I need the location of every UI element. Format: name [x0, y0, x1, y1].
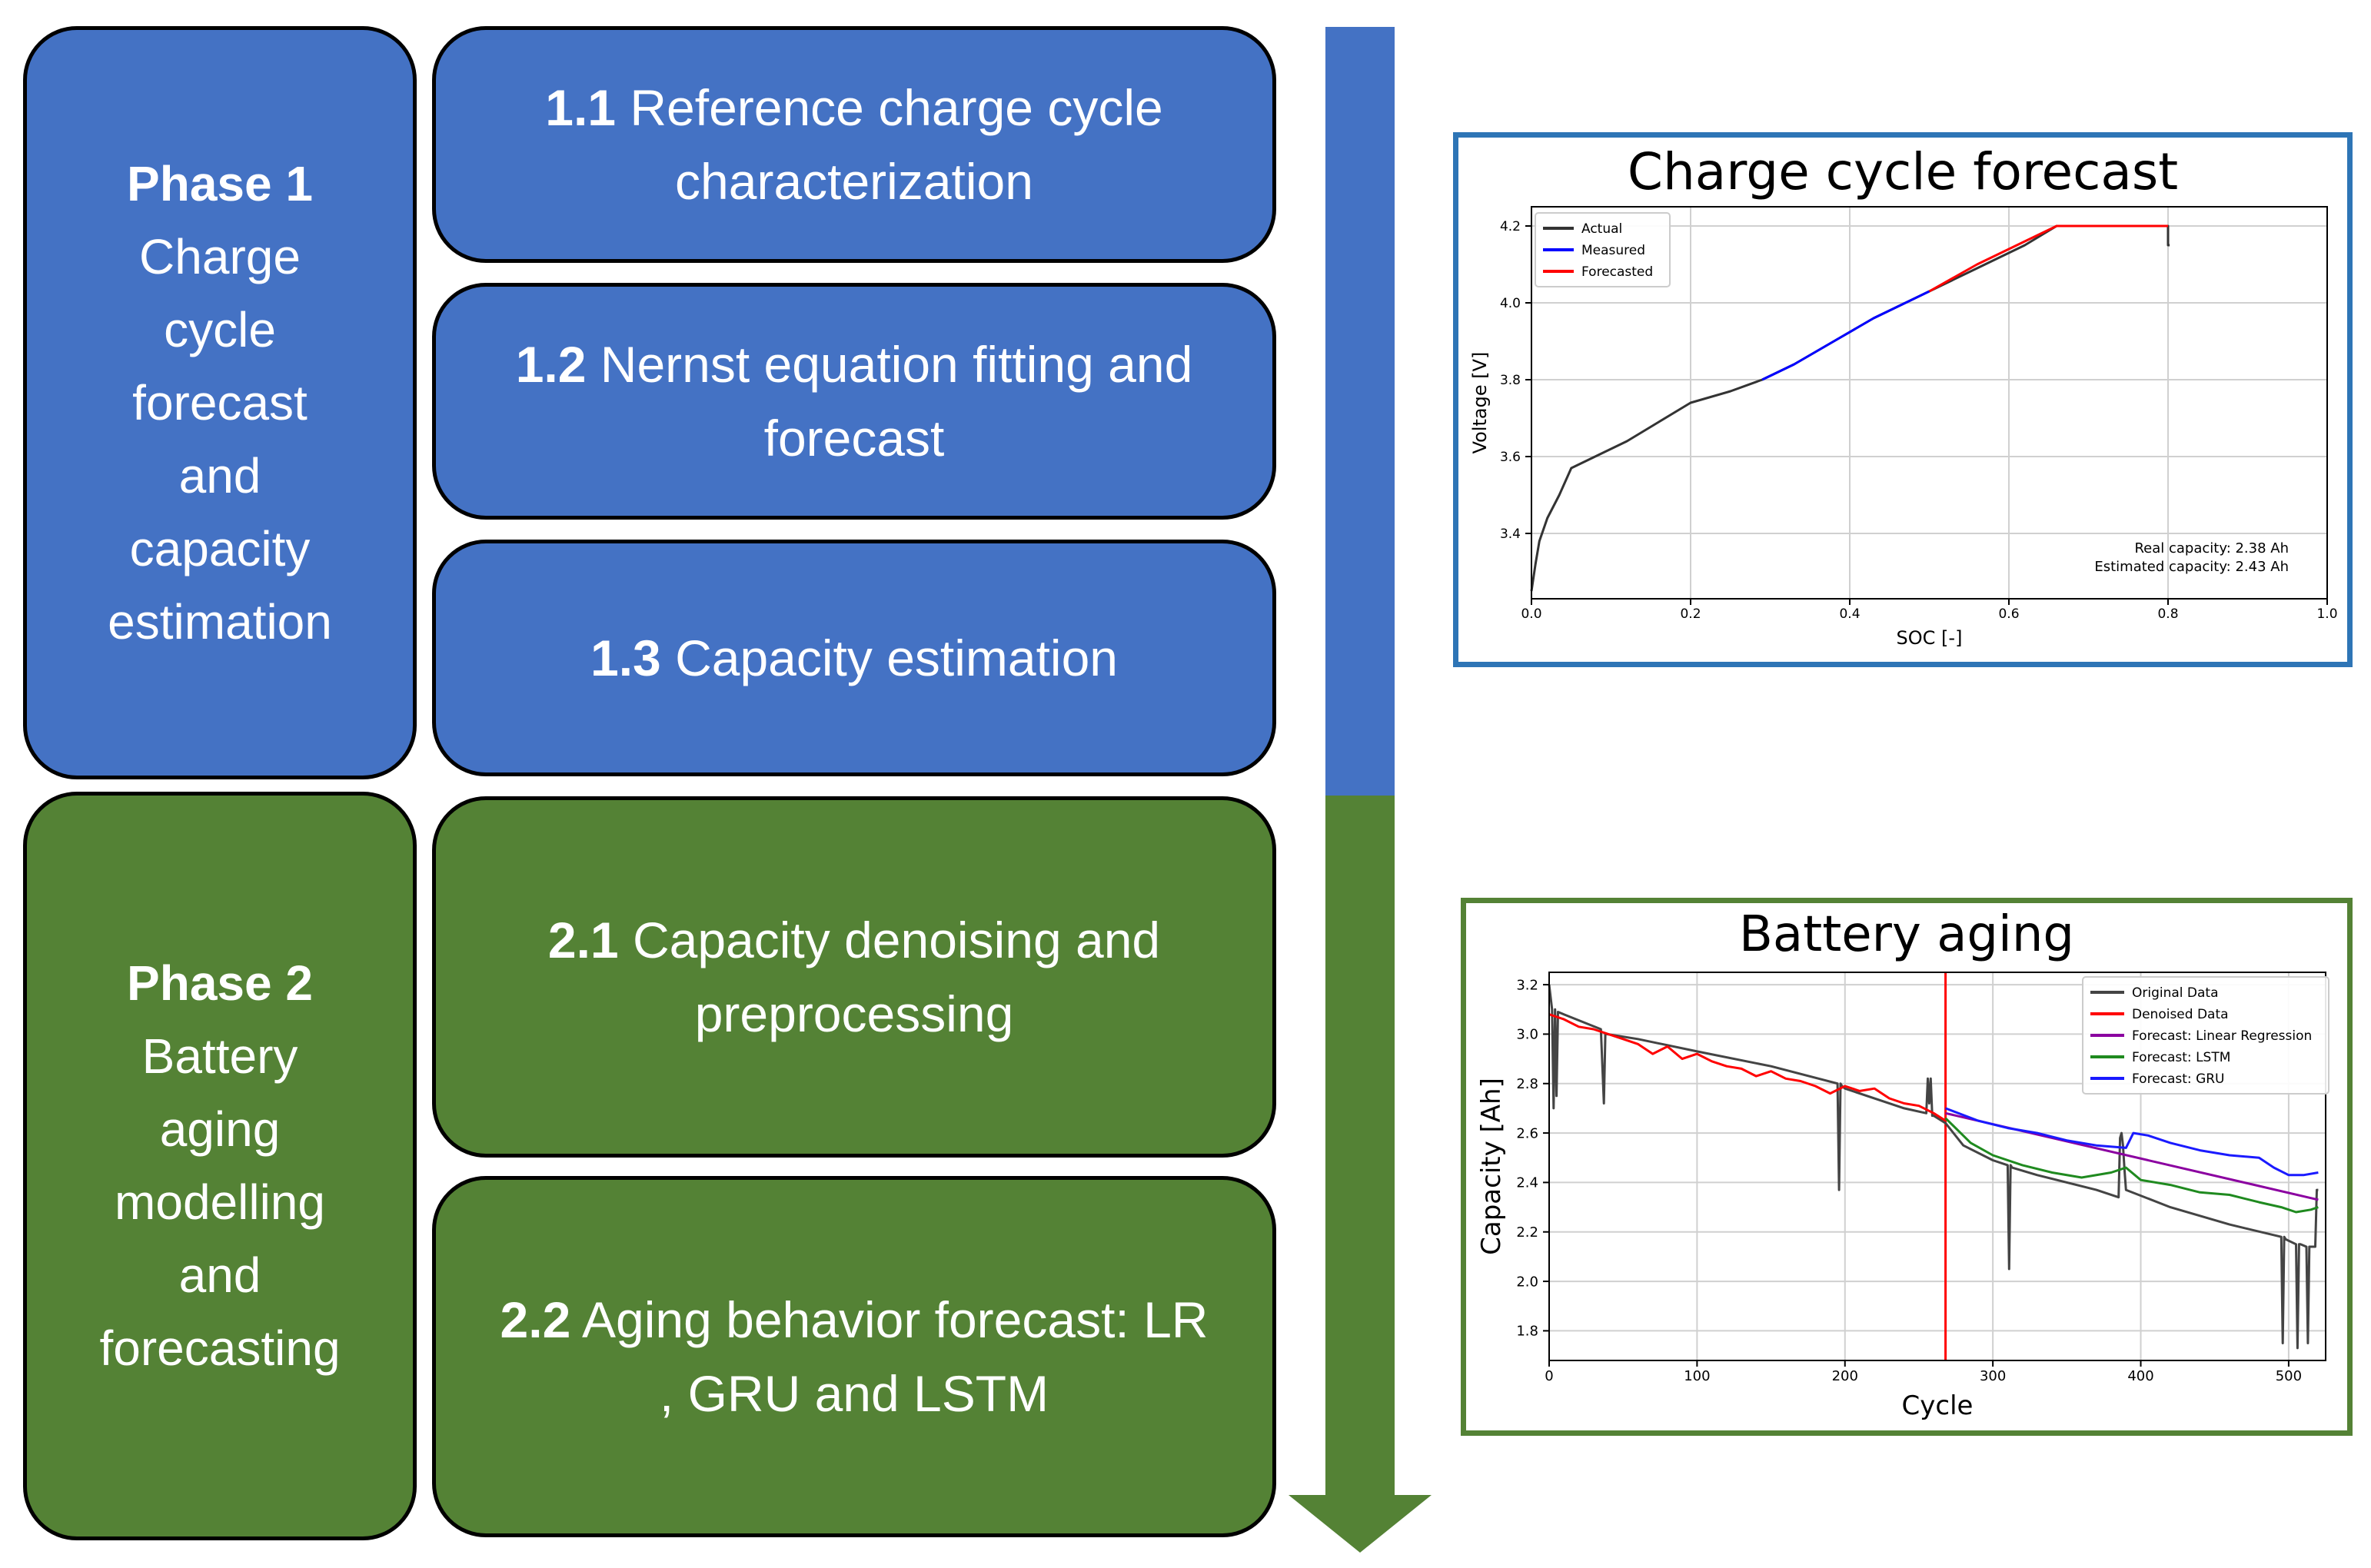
plot-frame [1548, 972, 2326, 1361]
step-text: Capacity denoising and preprocessing [632, 912, 1161, 1042]
phase-1-line: cycle [164, 301, 276, 357]
y-tick-label: 3.2 [1516, 977, 1538, 993]
x-tick-label: 400 [2127, 1368, 2153, 1384]
x-axis-label: Cycle [1902, 1390, 1974, 1421]
legend-label: Forecast: Linear Regression [2132, 1028, 2312, 1044]
legend-label: Forecast: LSTM [2132, 1050, 2230, 1065]
series-line [1761, 290, 1930, 381]
legend-label: Forecasted [1581, 264, 1653, 280]
y-axis-label: Capacity [Ah] [1476, 1078, 1507, 1255]
series-line [1944, 1117, 2319, 1214]
step-1-3-box: 1.3 Capacity estimation [432, 540, 1276, 776]
annotation-text: Estimated capacity: 2.43 Ah [2094, 559, 2289, 575]
legend-box [2082, 976, 2329, 1095]
legend-box [1535, 212, 1671, 287]
chart-title: Charge cycle forecast [1627, 142, 2179, 201]
y-tick-label: 3.4 [1500, 527, 1521, 542]
annotation-text: Real capacity: 2.38 Ah [2134, 540, 2289, 556]
step-number: 1.3 [590, 630, 661, 686]
step-text: Nernst equation fitting and forecast [600, 336, 1193, 467]
x-tick-label: 0.2 [1680, 606, 1701, 622]
legend-label: Denoised Data [2132, 1007, 2229, 1022]
step-1-1-box: 1.1 Reference charge cycle characterizat… [432, 26, 1276, 263]
phase-2-box: Phase 2 Battery aging modelling and fore… [23, 792, 417, 1540]
y-tick-label: 4.2 [1500, 219, 1521, 234]
flow-arrow [1289, 27, 1432, 1553]
phase-2-line: modelling [115, 1174, 325, 1230]
legend-label: Actual [1581, 221, 1622, 237]
phase-1-title: Phase 1 [127, 155, 313, 211]
phase-1-box: Phase 1 Charge cycle forecast and capaci… [23, 26, 417, 779]
legend-label: Original Data [2132, 985, 2219, 1001]
x-tick-label: 200 [1832, 1368, 1858, 1384]
x-tick-label: 0.4 [1839, 606, 1860, 622]
x-tick-label: 1.0 [2316, 606, 2337, 622]
battery-aging-panel: Battery aging 0 100 200 300 400 500 1.8 2.0 2.2 2… [1461, 898, 2353, 1436]
arrow-head-icon [1289, 1495, 1432, 1553]
step-text: Reference charge cycle characterization [630, 79, 1163, 210]
step-number: 2.1 [547, 912, 619, 968]
phase-2-line: forecasting [99, 1321, 341, 1376]
battery-aging-chart: 0 100 200 300 400 500 1.8 2.0 2.2 2.4 2.6 2.8 3.0 3.2… [1476, 972, 2329, 1421]
step-text: Aging behavior forecast: LR , GRU and LS… [581, 1291, 1209, 1422]
step-text: Capacity estimation [675, 630, 1118, 686]
step-number: 1.2 [515, 336, 587, 393]
phase-1-line: Charge [139, 228, 301, 284]
charge-cycle-panel: Charge cycle forecast 0.0 0.2 0.4 0.6 0.8 1.0… [1453, 132, 2353, 667]
arrow-shaft-blue [1325, 27, 1395, 796]
x-tick-label: 0.8 [2157, 606, 2178, 622]
x-tick-label: 100 [1684, 1368, 1710, 1384]
x-tick-label: 0 [1545, 1368, 1553, 1384]
y-tick-label: 3.6 [1500, 450, 1521, 465]
phase-1-line: forecast [132, 374, 308, 430]
phase-1-line: capacity [129, 520, 311, 576]
plot-frame [1531, 206, 2328, 600]
legend-label: Measured [1581, 243, 1645, 258]
y-tick-label: 2.4 [1516, 1175, 1538, 1191]
legend-label: Forecast: GRU [2132, 1071, 2225, 1087]
series-line [1548, 1013, 1947, 1122]
y-tick-label: 3.8 [1500, 373, 1521, 388]
phase-2-label: Phase 2 Battery aging modelling and fore… [99, 947, 340, 1385]
y-tick-label: 2.8 [1516, 1076, 1538, 1092]
phase-2-line: and [178, 1247, 261, 1303]
y-tick-label: 1.8 [1516, 1324, 1538, 1340]
step-2-1-box: 2.1 Capacity denoising and preprocessing [432, 796, 1276, 1158]
x-tick-label: 500 [2276, 1368, 2302, 1384]
y-tick-label: 2.0 [1516, 1274, 1538, 1290]
series-line [1928, 224, 2168, 293]
y-tick-label: 2.6 [1516, 1125, 1538, 1141]
y-axis-label: Voltage [V] [1469, 352, 1491, 454]
step-1-2-box: 1.2 Nernst equation fitting and forecast [432, 283, 1276, 520]
x-tick-label: 0.6 [1998, 606, 2019, 622]
step-number: 2.2 [500, 1291, 571, 1348]
phase-1-line: estimation [108, 593, 332, 649]
x-tick-label: 0.0 [1521, 606, 1541, 622]
phase-2-line: aging [159, 1101, 281, 1157]
charge-cycle-chart: 0.0 0.2 0.4 0.6 0.8 1.0 3.4 3.6 3.8 4.0 4.2 SOC [-]… [1469, 206, 2338, 649]
arrow-shaft-green [1325, 796, 1395, 1495]
phase-1-line: and [178, 447, 261, 503]
x-axis-label: SOC [-] [1897, 627, 1963, 649]
y-tick-label: 2.2 [1516, 1224, 1538, 1241]
y-tick-label: 4.0 [1500, 296, 1521, 311]
phase-1-label: Phase 1 Charge cycle forecast and capaci… [108, 148, 332, 659]
phase-2-line: Battery [141, 1028, 298, 1084]
x-tick-label: 300 [1980, 1368, 2006, 1384]
phase-2-title: Phase 2 [127, 955, 313, 1011]
chart-title: Battery aging [1738, 906, 2075, 963]
step-2-2-box: 2.2 Aging behavior forecast: LR , GRU an… [432, 1176, 1276, 1537]
series-line [1945, 1107, 2319, 1177]
y-tick-label: 3.0 [1516, 1027, 1538, 1043]
step-number: 1.1 [545, 79, 617, 136]
